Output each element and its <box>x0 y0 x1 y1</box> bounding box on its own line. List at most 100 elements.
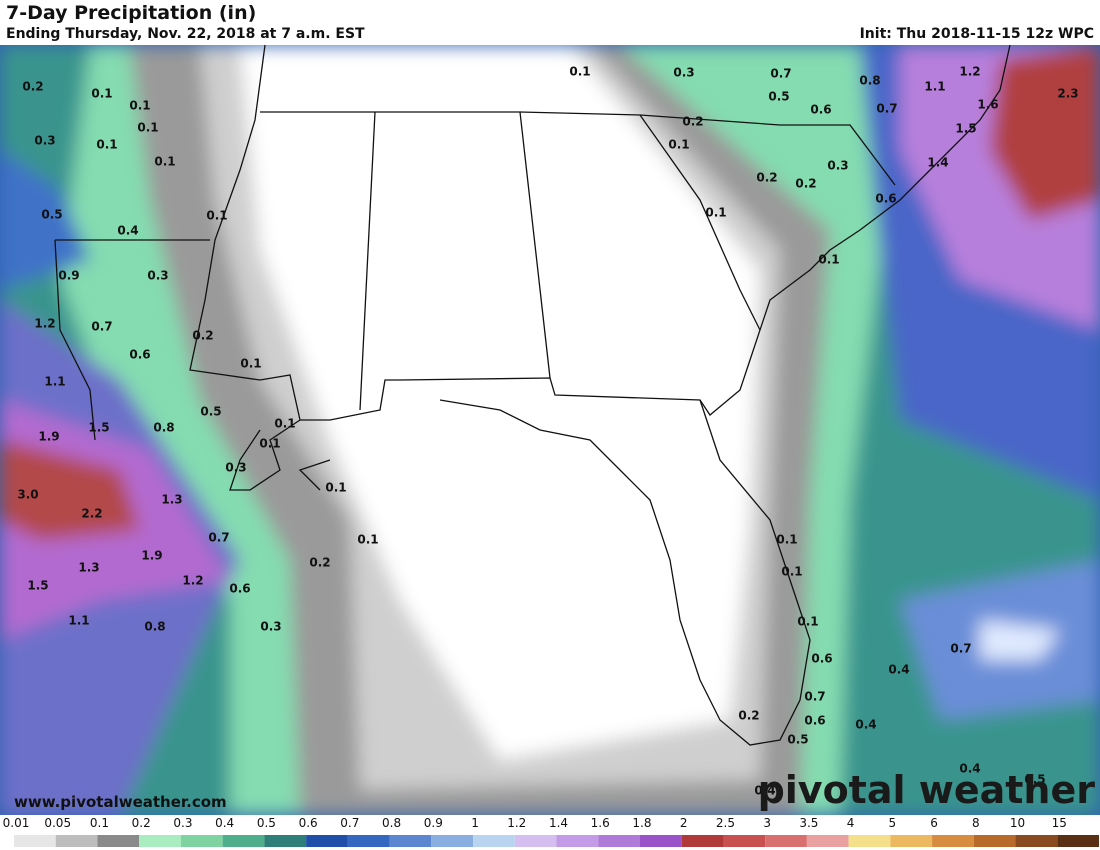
legend-label: 0.9 <box>424 816 443 830</box>
legend-label: 1.8 <box>632 816 651 830</box>
precip-label: 0.1 <box>569 65 590 79</box>
legend-swatch <box>973 835 1016 847</box>
precip-label: 1.2 <box>34 317 55 331</box>
legend-label: 0.5 <box>257 816 276 830</box>
precip-label: 0.2 <box>309 556 330 570</box>
precip-label: 2.2 <box>81 507 102 521</box>
legend-swatch <box>306 835 348 847</box>
precip-label: 0.1 <box>91 87 112 101</box>
precip-label: 1.1 <box>924 80 945 94</box>
precip-label: 1.1 <box>44 375 65 389</box>
legend-swatch <box>389 835 432 847</box>
precip-label: 0.2 <box>192 329 213 343</box>
legend-label: 2.5 <box>716 816 735 830</box>
legend-label: 0.3 <box>173 816 192 830</box>
precip-labels: 0.2 0.1 0.1 0.1 0.3 0.1 0.1 0.5 0.4 0.1 0.3 0.9 1.2 0… <box>17 65 1078 798</box>
precip-label: 0.1 <box>96 138 117 152</box>
precip-label: 0.1 <box>781 565 802 579</box>
precip-label: 1.9 <box>38 430 59 444</box>
precip-label: 0.3 <box>225 461 246 475</box>
precip-label: 1.1 <box>68 614 89 628</box>
precip-label: 0.5 <box>41 208 62 222</box>
legend-swatch <box>97 835 140 847</box>
precip-label: 0.1 <box>818 253 839 267</box>
legend-swatch <box>848 835 891 847</box>
precip-label: 0.5 <box>768 90 789 104</box>
legend-swatch <box>556 835 599 847</box>
legend-label: 2 <box>680 816 688 830</box>
precip-label: 0.4 <box>855 718 876 732</box>
site-url: www.pivotalweather.com <box>14 793 227 811</box>
precip-label: 0.5 <box>787 733 808 747</box>
logo: pivotal weather <box>758 768 1096 812</box>
precip-label: 0.6 <box>810 103 831 117</box>
precip-label: 0.3 <box>260 620 281 634</box>
precip-label: 1.2 <box>959 65 980 79</box>
precip-label: 0.1 <box>259 437 280 451</box>
color-legend: 0.01 0.05 0.1 0.2 0.3 0.4 0.5 0.6 0.7 0.8 0.9 1 1.2 1… <box>3 816 1099 847</box>
precip-label: 0.4 <box>959 762 980 776</box>
precip-label: 0.3 <box>147 269 168 283</box>
precip-label: 0.3 <box>34 134 55 148</box>
legend-swatch <box>598 835 640 847</box>
precip-label: 1.9 <box>141 549 162 563</box>
legend-swatch <box>55 835 98 847</box>
precip-label: 1.3 <box>161 493 182 507</box>
legend-label: 0.05 <box>44 816 71 830</box>
precip-label: 0.6 <box>875 192 896 206</box>
legend-swatch <box>639 835 682 847</box>
precip-label: 0.7 <box>804 690 825 704</box>
precip-label: 0.2 <box>22 80 43 94</box>
precip-label: 0.1 <box>137 121 158 135</box>
legend-swatch <box>1015 835 1058 847</box>
precip-label: 1.3 <box>78 561 99 575</box>
precip-label: 0.1 <box>357 533 378 547</box>
precip-label: 1.5 <box>88 421 109 435</box>
init-time: Init: Thu 2018-11-15 12z WPC <box>859 26 1094 42</box>
precip-label: 1.6 <box>977 98 998 112</box>
precip-label: 0.4 <box>888 663 909 677</box>
precip-label: 0.3 <box>673 66 694 80</box>
precip-label: 0.1 <box>797 615 818 629</box>
legend-swatch <box>431 835 474 847</box>
precip-label: 0.2 <box>756 171 777 185</box>
precip-label: 0.7 <box>91 320 112 334</box>
legend-label: 6 <box>930 816 938 830</box>
legend-label: 10 <box>1010 816 1025 830</box>
precip-label: 0.1 <box>129 99 150 113</box>
precip-label: 0.2 <box>795 177 816 191</box>
precip-label: 0.6 <box>229 582 250 596</box>
legend-label: 4 <box>847 816 855 830</box>
precip-label: 0.6 <box>129 348 150 362</box>
precip-label: 1.4 <box>927 156 948 170</box>
precip-label: 0.8 <box>144 620 165 634</box>
precip-label: 0.1 <box>705 206 726 220</box>
precip-label: 0.6 <box>811 652 832 666</box>
legend-swatch <box>180 835 223 847</box>
legend-label: 1.4 <box>549 816 568 830</box>
precip-label: 0.8 <box>153 421 174 435</box>
precip-label: 0.1 <box>668 138 689 152</box>
legend-label: 1 <box>471 816 479 830</box>
legend-label: 1.6 <box>591 816 610 830</box>
precip-label: 3.0 <box>17 488 38 502</box>
precip-label: 0.1 <box>240 357 261 371</box>
legend-label: 0.01 <box>3 816 30 830</box>
boundaries <box>54 44 1011 746</box>
precip-label: 0.2 <box>682 115 703 129</box>
precip-field <box>0 45 1100 815</box>
legend-label: 3 <box>763 816 771 830</box>
precip-label: 1.5 <box>27 579 48 593</box>
precip-label: 0.6 <box>804 714 825 728</box>
precip-label: 0.1 <box>274 417 295 431</box>
precip-label: 0.2 <box>738 709 759 723</box>
legend-label: 0.6 <box>299 816 318 830</box>
legend-label: 0.1 <box>90 816 109 830</box>
legend-swatch <box>514 835 557 847</box>
legend-label: 0.2 <box>132 816 151 830</box>
legend-swatch <box>1057 835 1099 847</box>
precip-label: 0.7 <box>950 642 971 656</box>
precip-label: 2.3 <box>1057 87 1078 101</box>
precip-label: 0.5 <box>200 405 221 419</box>
